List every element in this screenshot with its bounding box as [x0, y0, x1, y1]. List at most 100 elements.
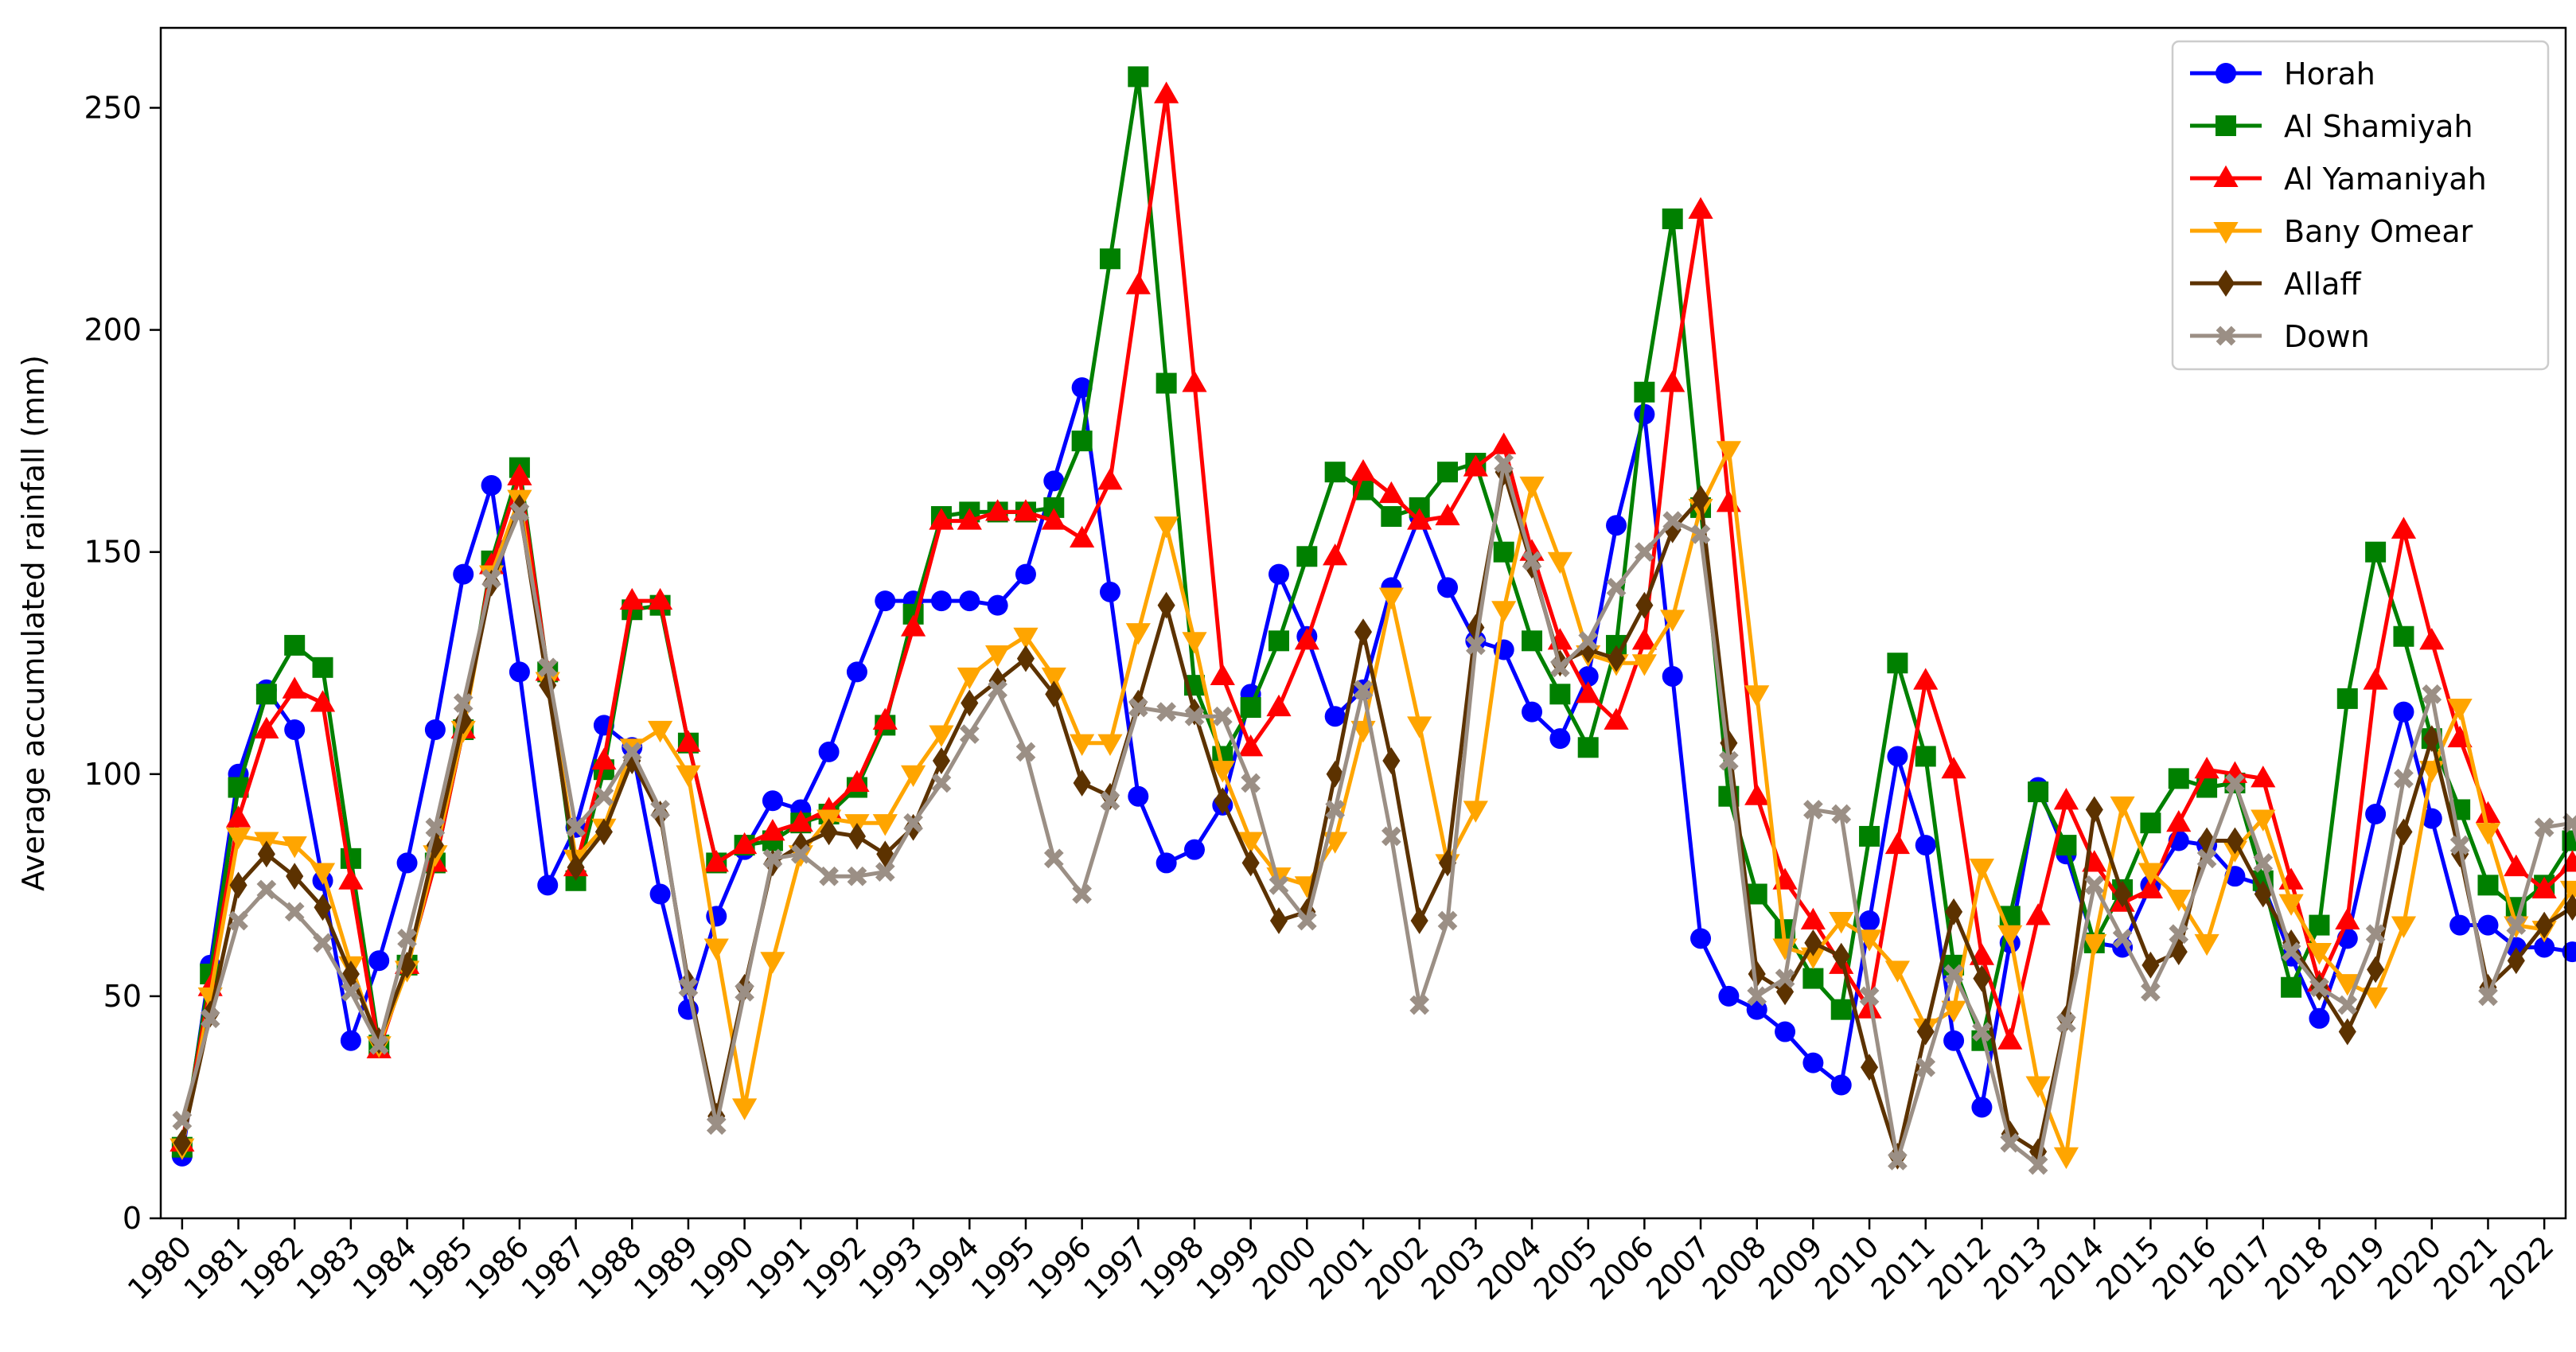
data-point	[1437, 577, 1459, 598]
data-point	[284, 902, 305, 922]
data-point	[1325, 800, 1346, 820]
data-point	[2447, 699, 2473, 721]
data-point	[1493, 541, 1514, 563]
data-point	[1802, 1052, 1824, 1073]
data-point	[1210, 761, 1235, 783]
data-point	[1183, 839, 1205, 860]
data-point	[1015, 742, 1036, 762]
data-point	[284, 719, 306, 740]
series-line	[180, 469, 2576, 1159]
data-point	[510, 493, 528, 521]
y-tick-label: 250	[84, 90, 142, 125]
data-point	[1631, 628, 1657, 650]
data-point	[762, 848, 783, 869]
data-point	[2422, 725, 2441, 753]
data-point	[1884, 960, 1910, 983]
data-point	[2029, 1138, 2048, 1166]
data-point	[2110, 796, 2135, 819]
data-point	[876, 840, 894, 868]
data-point	[2141, 951, 2160, 979]
data-point	[1913, 668, 1939, 690]
data-point	[1662, 511, 1683, 531]
data-point	[2393, 701, 2414, 723]
legend-marker	[2216, 63, 2236, 84]
data-point	[957, 508, 982, 530]
y-tick-label: 50	[103, 979, 142, 1014]
data-point	[647, 720, 673, 743]
data-point	[1294, 628, 1319, 650]
data-point	[1128, 697, 1148, 718]
data-point	[1859, 910, 1880, 931]
data-point	[1690, 928, 1712, 949]
data-point	[1382, 747, 1401, 774]
data-point	[1690, 524, 1711, 544]
data-point	[2478, 986, 2498, 1007]
data-point	[1832, 942, 1850, 970]
y-tick-label: 0	[123, 1201, 142, 1236]
data-point	[310, 863, 336, 885]
data-point	[254, 716, 279, 739]
data-point	[706, 1115, 727, 1136]
data-point	[2056, 1013, 2076, 1033]
data-point	[2363, 987, 2388, 1010]
x-tick-label: 2004	[1471, 1229, 1548, 1307]
data-point	[2338, 1018, 2356, 1046]
legend-label: Al Yamaniyah	[2284, 162, 2487, 197]
data-point	[2166, 809, 2192, 832]
x-tick-label: 1987	[515, 1229, 592, 1307]
x-tick-label: 2017	[2202, 1229, 2279, 1307]
data-point	[1776, 978, 1795, 1006]
data-point	[1212, 706, 1233, 727]
legend-label: Horah	[2284, 56, 2375, 92]
x-tick-label: 2009	[1752, 1229, 1830, 1307]
x-tick-label: 1994	[909, 1229, 986, 1307]
data-point	[903, 812, 923, 833]
data-point	[2281, 941, 2301, 962]
data-point	[1635, 542, 1654, 563]
data-point	[1857, 929, 1882, 952]
x-tick-label: 1981	[177, 1229, 255, 1307]
data-point	[1437, 462, 1459, 483]
data-point	[847, 866, 867, 886]
data-point	[338, 867, 364, 890]
data-point	[2337, 995, 2358, 1015]
data-point	[1435, 503, 1460, 526]
data-point	[1125, 623, 1151, 645]
data-point	[1099, 581, 1120, 602]
data-point	[1662, 208, 1683, 230]
data-point	[1073, 770, 1091, 797]
data-point	[255, 684, 277, 705]
data-point	[1269, 907, 1288, 934]
data-point	[2138, 876, 2164, 898]
x-tick-label: 1995	[965, 1229, 1042, 1307]
x-tick-label: 1990	[684, 1229, 761, 1307]
data-point	[1800, 907, 1826, 930]
data-point	[2056, 835, 2077, 856]
data-point	[1241, 849, 1260, 877]
data-point	[2251, 809, 2276, 832]
data-point	[2000, 1132, 2021, 1153]
data-point	[703, 938, 729, 960]
data-point	[2394, 769, 2414, 789]
data-point	[229, 871, 247, 899]
data-point	[2084, 875, 2105, 895]
data-point	[1519, 476, 1545, 499]
data-point	[340, 847, 361, 869]
legend-frame	[2171, 40, 2550, 371]
data-point	[1182, 370, 1207, 392]
data-point	[1884, 832, 1910, 855]
data-point	[2198, 827, 2216, 855]
data-point	[1744, 783, 1770, 805]
data-point	[846, 661, 867, 683]
data-point	[987, 594, 1008, 616]
x-tick-label: 2020	[2371, 1229, 2448, 1307]
data-point	[1128, 785, 1149, 807]
data-point	[507, 463, 532, 485]
data-point	[567, 854, 585, 881]
data-point	[2028, 781, 2049, 803]
data-point	[676, 765, 701, 788]
x-tick-label: 2001	[1302, 1229, 1379, 1307]
data-point	[961, 689, 979, 717]
data-point	[676, 730, 701, 752]
